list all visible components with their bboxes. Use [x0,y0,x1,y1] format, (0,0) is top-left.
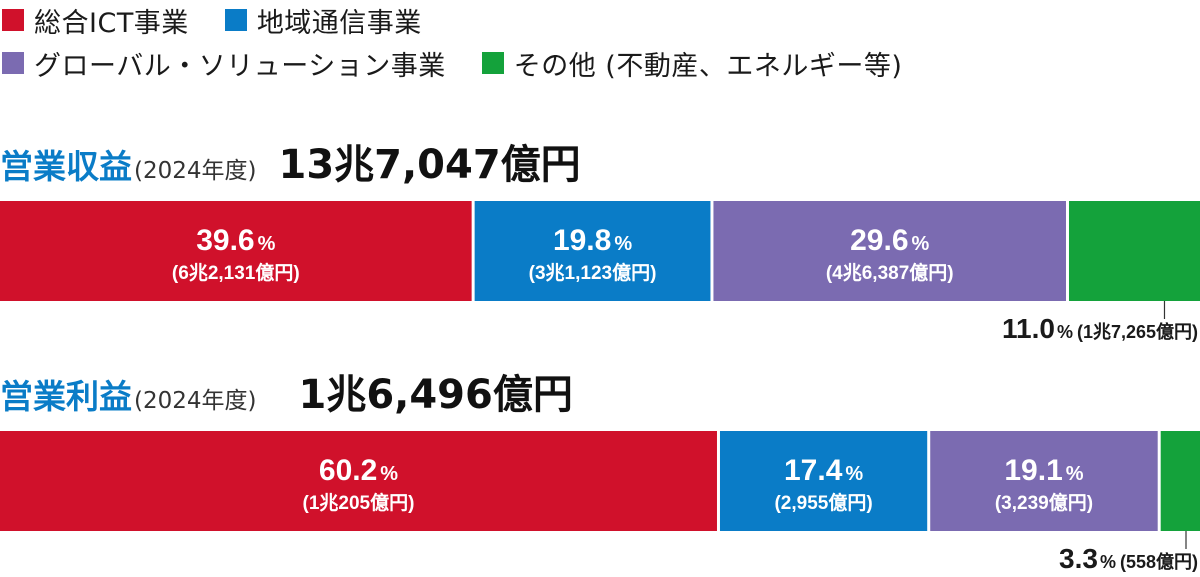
profit-year: (2024年度) [134,388,257,414]
profit-title: 営業利益 [0,377,132,416]
revenue-bar-regional-percent-unit: % [614,233,632,255]
legend-label-ict: 総合ICT事業 [34,7,189,39]
profit-heading: 営業利益 (2024年度) 1兆6,496億円 [0,362,573,418]
revenue-total: 13兆7,047億円 [278,142,581,188]
profit-bar-global-percent-label: 19.1% [1004,454,1083,487]
profit-total: 1兆6,496億円 [298,372,573,418]
legend-swatch-global [2,52,24,74]
legend-row-2: グローバル・ソリューション事業 その他 (不動産、エネルギー等) [0,44,936,83]
profit-bar-regional [719,431,928,531]
revenue-bar-regional-percent-label: 19.8% [553,224,632,257]
legend-label-regional: 地域通信事業 [256,7,422,39]
profit-bar-regional-percent-label: 17.4% [784,454,863,487]
revenue-bar-regional-amount-label: (3兆1,123億円) [529,261,657,284]
revenue-bar-other-outside-label: 11.0% (1兆7,265億円) [1002,313,1198,344]
revenue-bar-ict-amount-label: (6兆2,131億円) [172,261,300,284]
revenue-bar-ict-percent-unit: % [258,233,276,255]
revenue-bar-ict-percent-value: 39.6 [196,224,254,257]
profit-chart: 60.2 % (1兆205億円) 17.4 % (2,955億円) 19.1 % (3,239億… [0,431,1200,574]
profit-bar-global-percent-value: 19.1 [1004,454,1062,487]
revenue-bar-ict [0,201,472,301]
profit-bar-regional-percent-value: 17.4 [784,454,843,487]
profit-bar-other-outside-label: 3.3% (558億円) [1059,543,1198,574]
profit-bar-global-amount-label: (3,239億円) [995,491,1093,514]
profit-bar-global-percent-unit: % [1066,463,1084,485]
profit-bar-ict-percent-value: 60.2 [319,454,377,487]
profit-bar-regional-percent-unit: % [845,463,863,485]
legend-item-regional: 地域通信事業 [223,1,422,40]
legend-label-global: グローバル・ソリューション事業 [34,50,446,82]
revenue-bar-global-percent-unit: % [912,233,930,255]
legend-swatch-regional [224,9,247,31]
profit-bar-ict-percent-unit: % [380,463,398,485]
profit-bar-global [930,431,1158,531]
revenue-heading: 営業収益 (2024年度) 13兆7,047億円 [0,132,581,188]
legend-row-1: 総合ICT事業 地域通信事業 [0,1,456,40]
revenue-bar-other [1068,201,1200,301]
revenue-title: 営業収益 [0,147,132,186]
revenue-bar-other-amount-label: (1兆7,265億円) [1077,321,1198,342]
legend-label-other: その他 (不動産、エネルギー等) [513,50,903,82]
legend-item-other: その他 (不動産、エネルギー等) [480,44,903,83]
legend-swatch-other [481,52,504,74]
revenue-bar-other-percent-value: 11.0 [1002,313,1055,344]
revenue-bar-regional-percent-value: 19.8 [553,224,611,257]
profit-bar-other-percent-unit: % [1100,552,1116,572]
legend-item-ict: 総合ICT事業 [0,1,189,40]
revenue-chart: 39.6 % (6兆2,131億円) 19.8 % (3兆1,123億円) 29.6 % (4兆… [0,201,1200,344]
revenue-bar-global-amount-label: (4兆6,387億円) [826,261,954,284]
revenue-bar-global-percent-value: 29.6 [850,224,908,257]
profit-bar-other-amount-label: (558億円) [1120,551,1198,572]
profit-bar-ict-amount-label: (1兆205億円) [303,491,415,514]
revenue-year: (2024年度) [134,158,257,184]
revenue-bar-ict-percent-label: 39.6% [196,224,275,257]
revenue-bar-global [713,201,1066,301]
profit-bar-ict [0,431,717,531]
profit-bar-other [1160,431,1200,531]
revenue-bar-regional [474,201,711,301]
legend-swatch-ict [2,9,24,31]
revenue-bar-global-percent-label: 29.6% [850,224,929,257]
revenue-bar-other-percent-unit: % [1057,322,1073,342]
profit-bar-regional-amount-label: (2,955億円) [774,491,872,514]
profit-bar-other-percent-value: 3.3 [1059,543,1098,574]
profit-bar-ict-percent-label: 60.2% [319,454,398,487]
legend-item-global: グローバル・ソリューション事業 [0,44,446,83]
